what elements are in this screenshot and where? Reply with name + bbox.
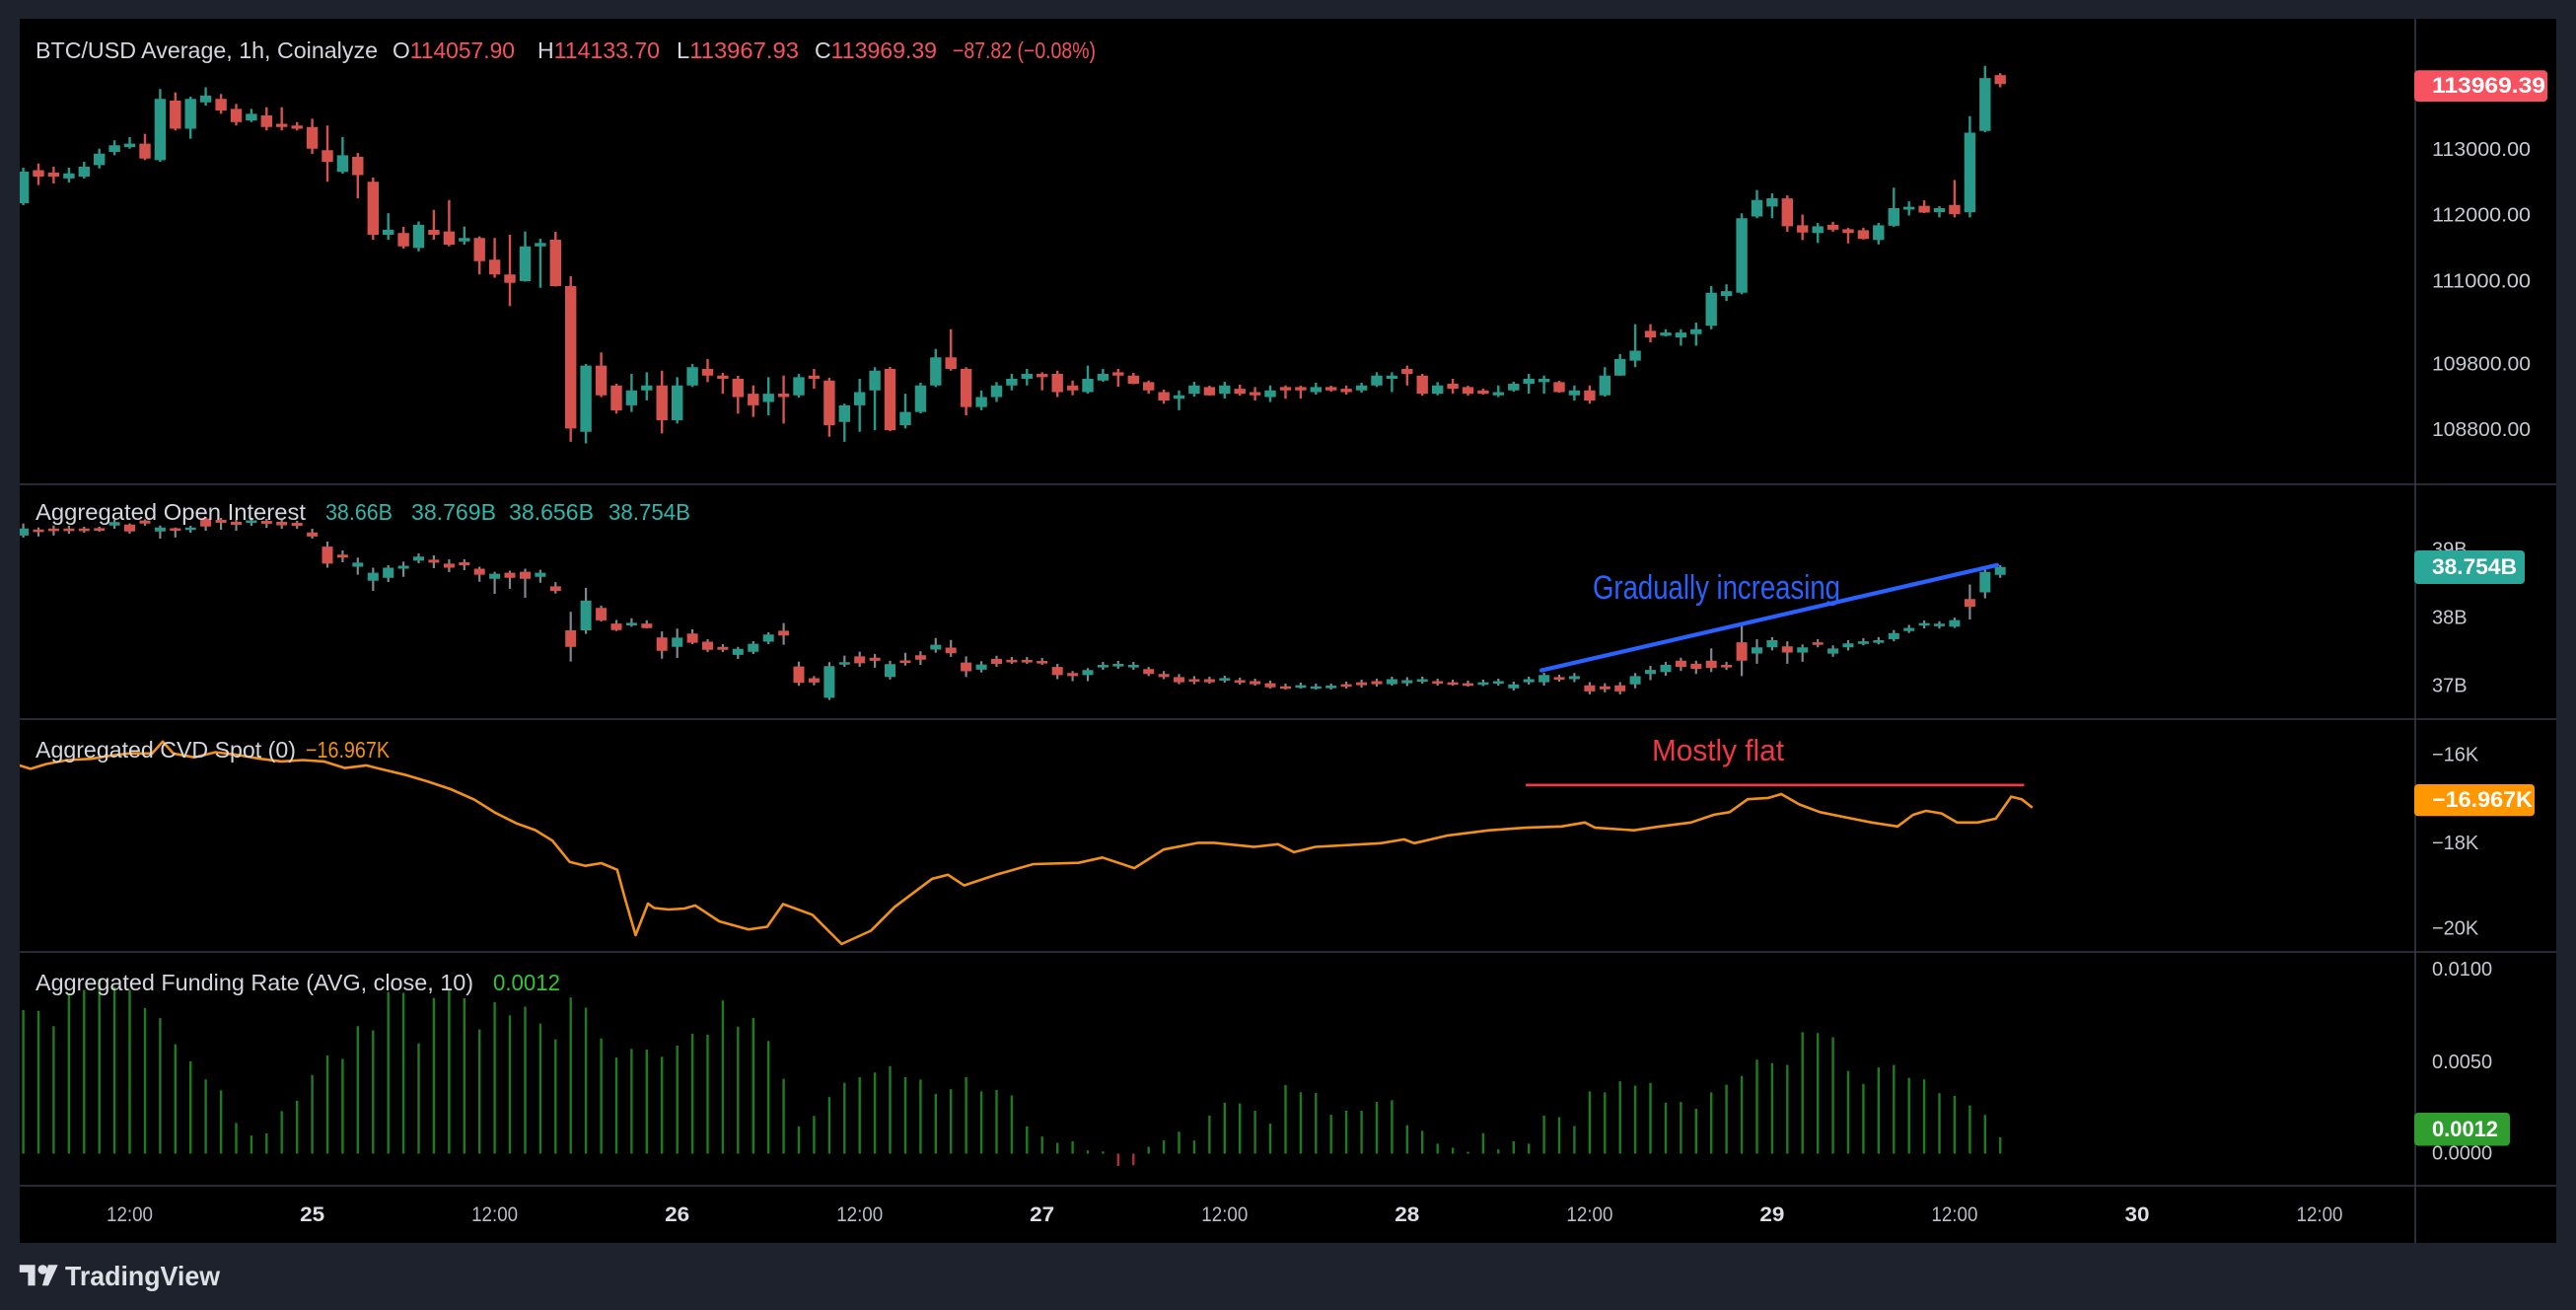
svg-text:111000.00: 111000.00 [2432, 270, 2531, 292]
svg-text:−20K: −20K [2432, 917, 2479, 939]
svg-text:29: 29 [1759, 1203, 1784, 1226]
svg-text:37B: 37B [2432, 676, 2468, 697]
svg-text:38.66B: 38.66B [325, 499, 393, 525]
svg-text:109800.00: 109800.00 [2432, 353, 2531, 375]
svg-text:27: 27 [1030, 1203, 1054, 1226]
svg-text:12:00: 12:00 [1931, 1203, 1977, 1226]
svg-text:0.0012: 0.0012 [493, 970, 560, 995]
svg-text:0.0012: 0.0012 [2432, 1117, 2498, 1141]
svg-text:C113969.39: C113969.39 [815, 37, 937, 63]
svg-text:Aggregated CVD Spot (0): Aggregated CVD Spot (0) [36, 737, 296, 763]
svg-text:12:00: 12:00 [107, 1203, 153, 1226]
svg-text:0.0100: 0.0100 [2432, 959, 2492, 981]
svg-text:−16.967K: −16.967K [2432, 787, 2533, 812]
svg-text:L113967.93: L113967.93 [677, 37, 799, 63]
svg-text:0.0050: 0.0050 [2432, 1052, 2492, 1073]
svg-text:H114133.70: H114133.70 [537, 37, 660, 63]
svg-text:Gradually increasing: Gradually increasing [1593, 569, 1840, 607]
svg-text:12:00: 12:00 [1201, 1203, 1248, 1226]
svg-text:108800.00: 108800.00 [2432, 419, 2531, 441]
svg-text:Aggregated Funding Rate (AVG,: Aggregated Funding Rate (AVG, close, 10) [36, 970, 473, 995]
svg-text:12:00: 12:00 [836, 1203, 883, 1226]
svg-text:O114057.90: O114057.90 [393, 37, 515, 63]
svg-text:0.0000: 0.0000 [2432, 1143, 2492, 1165]
svg-text:−18K: −18K [2432, 833, 2479, 854]
svg-text:38.754B: 38.754B [608, 499, 690, 525]
svg-text:112000.00: 112000.00 [2432, 205, 2531, 227]
svg-text:Aggregated Open Interest: Aggregated Open Interest [36, 499, 307, 525]
svg-text:38B: 38B [2432, 608, 2468, 629]
svg-text:12:00: 12:00 [471, 1203, 518, 1226]
svg-text:Mostly flat: Mostly flat [1652, 733, 1784, 767]
svg-text:25: 25 [300, 1203, 324, 1226]
svg-text:12:00: 12:00 [1566, 1203, 1612, 1226]
svg-text:−16.967K: −16.967K [306, 737, 391, 763]
svg-text:−16K: −16K [2432, 745, 2479, 766]
svg-text:BTC/USD Average, 1h, Coinalyze: BTC/USD Average, 1h, Coinalyze [36, 37, 378, 63]
svg-text:38.754B: 38.754B [2432, 554, 2517, 579]
svg-text:28: 28 [1395, 1203, 1419, 1226]
svg-text:30: 30 [2125, 1203, 2150, 1226]
svg-text:TradingView: TradingView [65, 1261, 220, 1291]
svg-text:−87.82 (−0.08%): −87.82 (−0.08%) [953, 37, 1096, 63]
svg-text:38.656B: 38.656B [509, 499, 594, 525]
svg-text:26: 26 [665, 1203, 689, 1226]
svg-text:12:00: 12:00 [2297, 1203, 2343, 1226]
svg-text:113969.39: 113969.39 [2432, 73, 2545, 98]
svg-text:38.769B: 38.769B [411, 499, 496, 525]
svg-text:113000.00: 113000.00 [2432, 139, 2531, 161]
